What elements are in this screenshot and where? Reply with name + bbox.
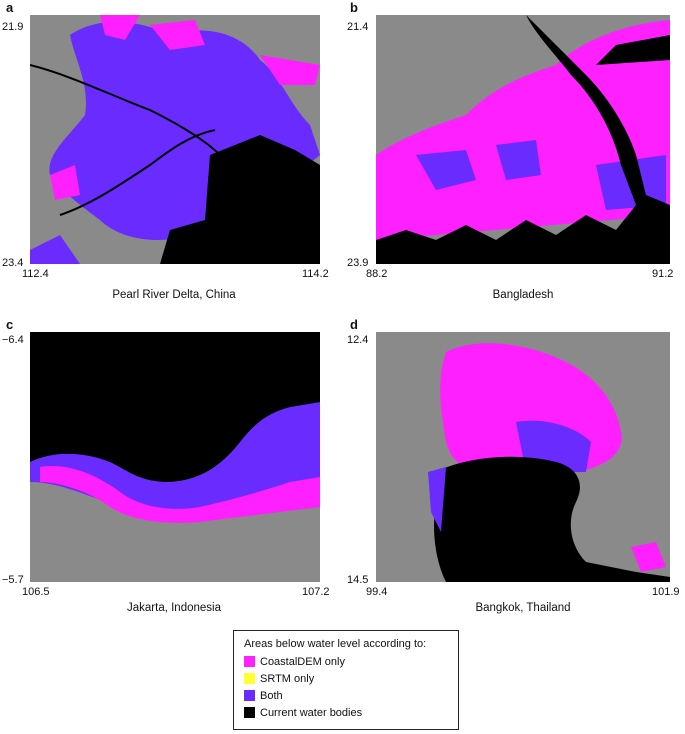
x-tick-left: 106.5 xyxy=(22,586,50,598)
panel-caption: Bangkok, Thailand xyxy=(475,602,571,614)
purple-swatch-icon xyxy=(244,690,255,701)
legend-label: Both xyxy=(260,689,283,702)
legend-item-both: Both xyxy=(244,687,448,704)
x-tick-right: 101.9 xyxy=(652,586,680,598)
y-tick-top: 12.4 xyxy=(347,334,369,346)
legend: Areas below water level according to: Co… xyxy=(233,630,459,730)
y-tick-bottom: 14.5 xyxy=(347,574,369,586)
panel-caption: Pearl River Delta, China xyxy=(112,289,236,301)
legend-item-water: Current water bodies xyxy=(244,704,448,721)
legend-label: SRTM only xyxy=(260,672,315,685)
y-tick-top: 21.4 xyxy=(347,21,369,33)
legend-label: Current water bodies xyxy=(260,706,363,719)
x-tick-left: 112.4 xyxy=(22,268,49,280)
map-bangladesh xyxy=(376,15,670,264)
x-tick-right: 107.2 xyxy=(302,586,330,598)
x-tick-right: 114.2 xyxy=(302,268,329,280)
y-tick-bottom: 23.4 xyxy=(2,257,24,269)
map-pearl-river-delta xyxy=(30,15,320,264)
panel-letter: d xyxy=(350,317,358,332)
y-tick-top: 21.9 xyxy=(2,21,24,33)
panel-caption: Jakarta, Indonesia xyxy=(127,602,221,614)
y-tick-bottom: 23.9 xyxy=(347,257,369,269)
x-tick-left: 88.2 xyxy=(366,268,388,280)
panel-letter: c xyxy=(6,317,14,332)
legend-item-coastal-dem: CoastalDEM only xyxy=(244,653,448,670)
x-tick-right: 91.2 xyxy=(652,268,674,280)
x-tick-left: 99.4 xyxy=(366,586,388,598)
legend-label: CoastalDEM only xyxy=(260,655,345,668)
panel-letter: a xyxy=(6,0,14,15)
y-tick-bottom: −5.7 xyxy=(2,574,24,586)
map-jakarta xyxy=(30,332,320,582)
magenta-swatch-icon xyxy=(244,656,255,667)
panel-letter: b xyxy=(350,0,358,15)
y-tick-top: −6.4 xyxy=(2,334,24,346)
map-bangkok xyxy=(376,332,670,582)
legend-item-srtm: SRTM only xyxy=(244,670,448,687)
black-swatch-icon xyxy=(244,707,255,718)
yellow-swatch-icon xyxy=(244,673,255,684)
panel-caption: Bangladesh xyxy=(492,289,554,301)
legend-title: Areas below water level according to: xyxy=(244,638,427,650)
